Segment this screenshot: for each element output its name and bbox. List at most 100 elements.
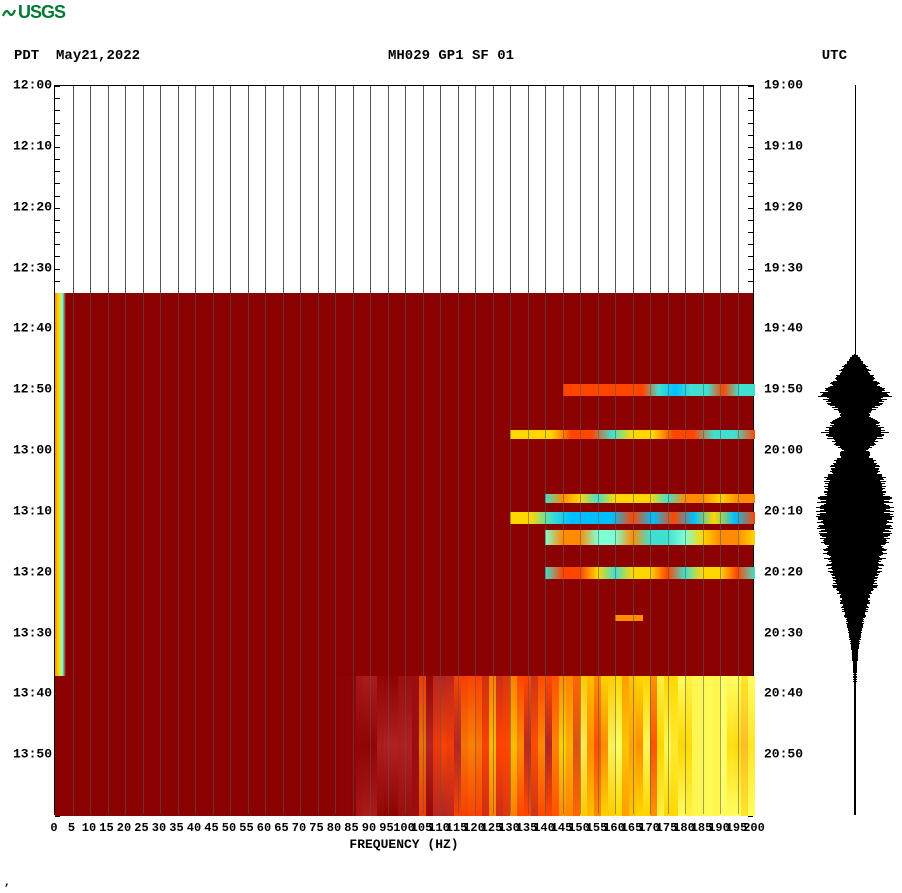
x-tick-label: 30 bbox=[152, 821, 166, 835]
y-right-label: 19:20 bbox=[764, 199, 803, 214]
y-right-label: 19:00 bbox=[764, 78, 803, 93]
y-left-label: 13:10 bbox=[13, 503, 52, 518]
noise-column bbox=[482, 676, 489, 816]
noise-column bbox=[748, 676, 755, 816]
x-tick-label: 25 bbox=[134, 821, 148, 835]
y-right-label: 19:40 bbox=[764, 321, 803, 336]
y-left-label: 13:20 bbox=[13, 564, 52, 579]
y-tick bbox=[748, 232, 753, 233]
gridline-overlay bbox=[738, 86, 739, 814]
y-tick bbox=[55, 110, 60, 111]
y-left-label: 13:30 bbox=[13, 625, 52, 640]
y-left-label: 13:40 bbox=[13, 686, 52, 701]
gridline-overlay bbox=[108, 86, 109, 814]
spectral-band bbox=[615, 615, 643, 621]
y-tick bbox=[748, 135, 753, 136]
x-tick-label: 40 bbox=[187, 821, 201, 835]
noise-column bbox=[622, 676, 629, 816]
noise-column bbox=[356, 676, 363, 816]
y-left-label: 12:50 bbox=[13, 382, 52, 397]
y-left-label: 13:00 bbox=[13, 443, 52, 458]
x-tick-label: 35 bbox=[169, 821, 183, 835]
x-tick-label: 0 bbox=[50, 821, 57, 835]
x-tick-label: 90 bbox=[362, 821, 376, 835]
gridline-overlay bbox=[195, 86, 196, 814]
gridline-overlay bbox=[318, 86, 319, 814]
y-tick bbox=[748, 244, 753, 245]
gridline-overlay bbox=[615, 86, 616, 814]
noise-column bbox=[671, 676, 678, 816]
y-tick bbox=[748, 159, 753, 160]
y-tick bbox=[55, 159, 60, 160]
gridline-overlay bbox=[230, 86, 231, 814]
corner-mark: , bbox=[4, 877, 11, 889]
noise-column bbox=[587, 676, 594, 816]
y-right-label: 20:30 bbox=[764, 625, 803, 640]
noise-column bbox=[538, 676, 545, 816]
noise-column bbox=[496, 676, 503, 816]
x-tick-label: 60 bbox=[257, 821, 271, 835]
y-tick bbox=[55, 269, 60, 270]
y-tick bbox=[55, 147, 60, 148]
x-tick-label: 75 bbox=[309, 821, 323, 835]
noise-column bbox=[475, 676, 482, 816]
gridline-overlay bbox=[720, 86, 721, 814]
noise-column bbox=[566, 676, 573, 816]
gridline-overlay bbox=[475, 86, 476, 814]
gridline-overlay bbox=[265, 86, 266, 814]
y-tick bbox=[55, 208, 60, 209]
noise-column bbox=[580, 676, 587, 816]
gridline-overlay bbox=[650, 86, 651, 814]
noise-column bbox=[741, 676, 748, 816]
y-left-label: 13:50 bbox=[13, 747, 52, 762]
noise-column bbox=[377, 676, 384, 816]
gridline-overlay bbox=[335, 86, 336, 814]
gridline-overlay bbox=[685, 86, 686, 814]
y-axis-pdt: 12:0012:1012:2012:3012:4012:5013:0013:10… bbox=[10, 85, 52, 815]
gridline-overlay bbox=[388, 86, 389, 814]
noise-column bbox=[657, 676, 664, 816]
gridline-overlay bbox=[125, 86, 126, 814]
noise-column bbox=[510, 676, 517, 816]
noise-column bbox=[398, 676, 405, 816]
gridline-overlay bbox=[283, 86, 284, 814]
noise-column bbox=[706, 676, 713, 816]
x-tick-label: 70 bbox=[292, 821, 306, 835]
x-tick-label: 80 bbox=[327, 821, 341, 835]
y-right-label: 20:40 bbox=[764, 686, 803, 701]
noise-column bbox=[433, 676, 440, 816]
station-title: MH029 GP1 SF 01 bbox=[0, 48, 902, 64]
y-right-label: 19:50 bbox=[764, 382, 803, 397]
y-tick bbox=[55, 135, 60, 136]
y-tick bbox=[748, 123, 753, 124]
noise-column bbox=[608, 676, 615, 816]
logo-text: USGS bbox=[18, 2, 65, 23]
noise-column bbox=[713, 676, 720, 816]
x-tick-label: 55 bbox=[239, 821, 253, 835]
noise-column bbox=[503, 676, 510, 816]
y-tick bbox=[55, 86, 60, 87]
y-tick bbox=[748, 171, 753, 172]
y-tick bbox=[748, 147, 753, 148]
waveform-panel bbox=[820, 85, 890, 815]
spectral-band bbox=[563, 384, 756, 396]
noise-column bbox=[727, 676, 734, 816]
y-tick bbox=[748, 86, 753, 87]
noise-column bbox=[573, 676, 580, 816]
gridline-overlay bbox=[300, 86, 301, 814]
x-tick-label: 85 bbox=[344, 821, 358, 835]
y-right-label: 19:30 bbox=[764, 260, 803, 275]
x-tick-label: 50 bbox=[222, 821, 236, 835]
noise-column bbox=[678, 676, 685, 816]
x-axis-frequency: FREQUENCY (HZ) 0510152025303540455055606… bbox=[54, 815, 754, 855]
gridline-overlay bbox=[580, 86, 581, 814]
x-tick-label: 65 bbox=[274, 821, 288, 835]
gridline-overlay bbox=[370, 86, 371, 814]
noise-column bbox=[720, 676, 727, 816]
noise-column bbox=[531, 676, 538, 816]
noise-column bbox=[370, 676, 377, 816]
y-tick bbox=[55, 220, 60, 221]
y-right-label: 20:20 bbox=[764, 564, 803, 579]
waveform-sample bbox=[854, 814, 855, 815]
gridline-overlay bbox=[73, 86, 74, 814]
